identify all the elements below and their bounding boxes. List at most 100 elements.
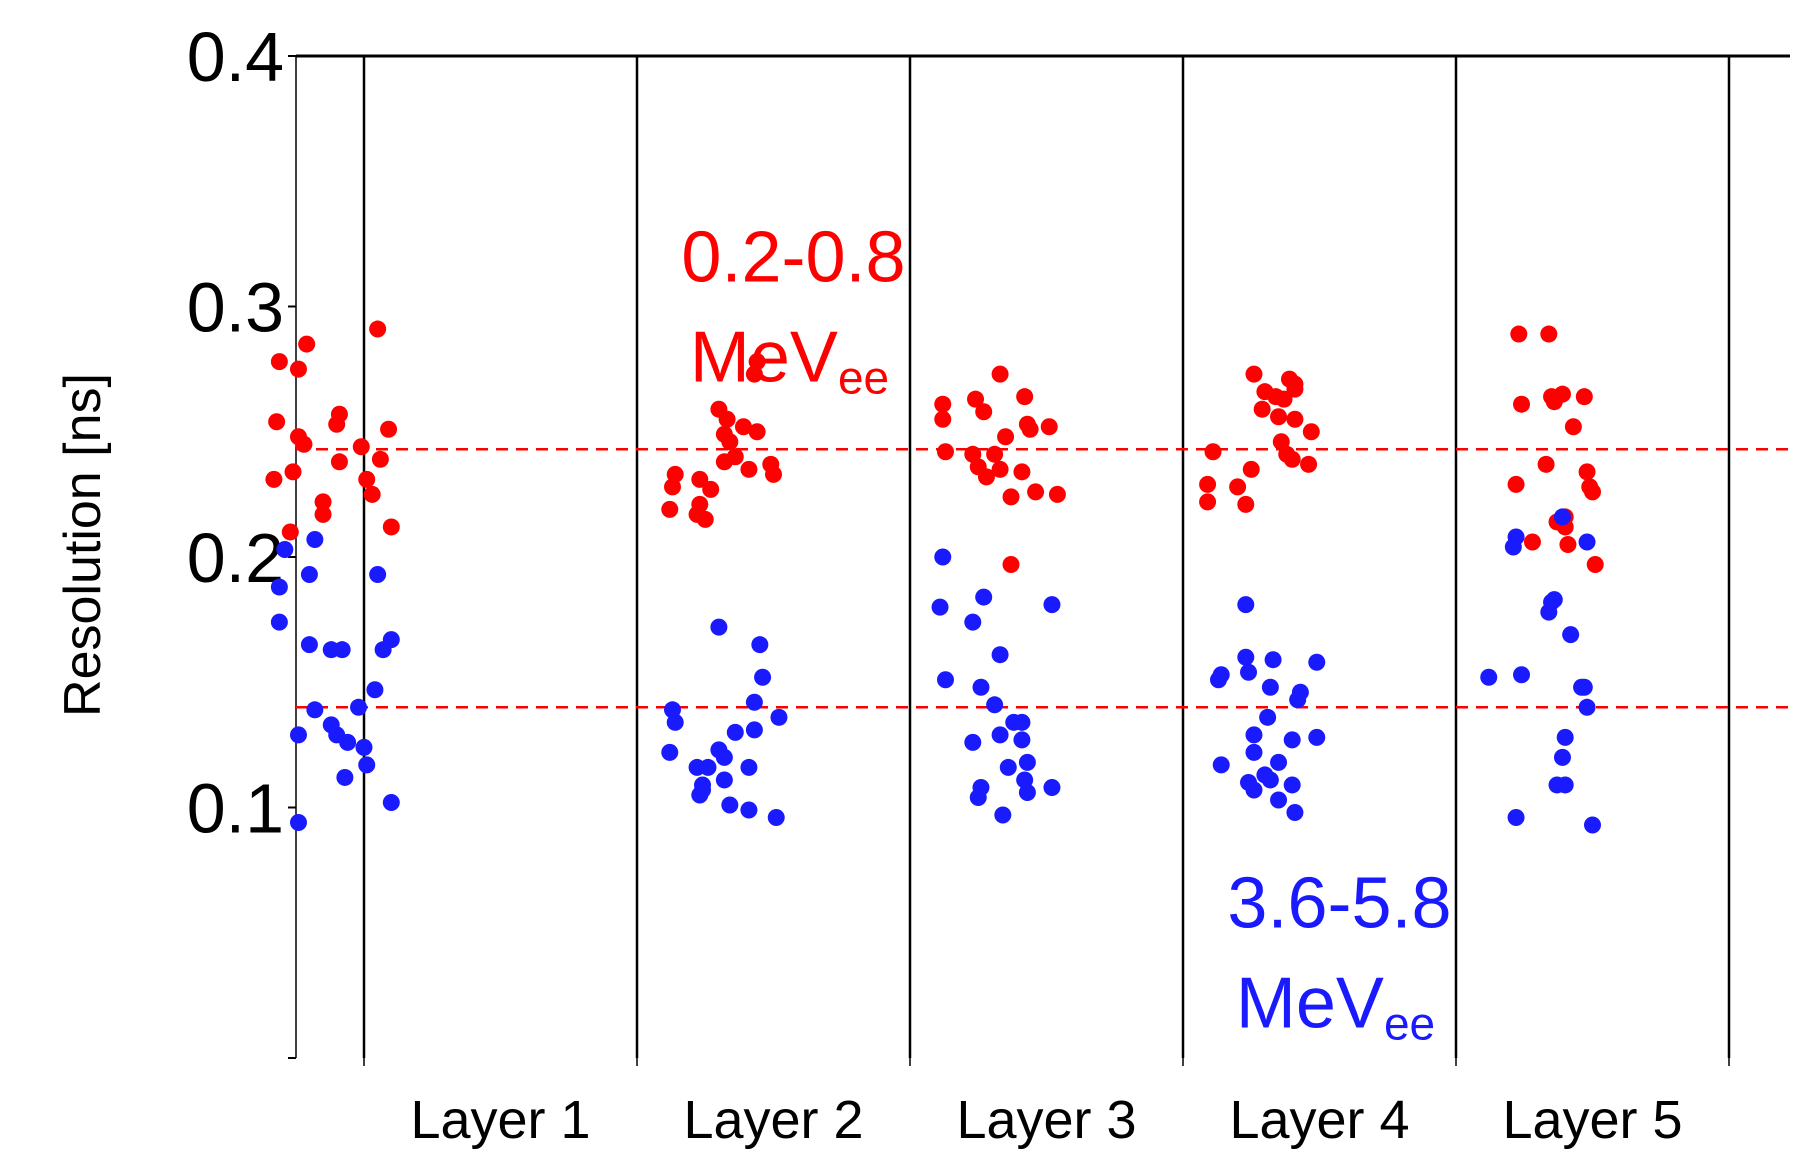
data-point-low-energy: [1578, 463, 1596, 481]
data-point-high-energy: [1270, 791, 1288, 809]
data-point-high-energy: [936, 671, 954, 689]
unit-main: MeV: [1236, 964, 1384, 1044]
data-point-high-energy: [306, 701, 324, 719]
data-point-low-energy: [328, 415, 346, 433]
data-point-low-energy: [1286, 410, 1304, 428]
data-point-high-energy: [1261, 678, 1279, 696]
data-point-high-energy: [964, 613, 982, 631]
data-point-high-energy: [289, 814, 307, 832]
data-point-high-energy: [931, 598, 949, 616]
data-point-high-energy: [1283, 776, 1301, 794]
data-point-high-energy: [710, 618, 728, 636]
data-point-low-energy: [1540, 325, 1558, 343]
y-tick-label: 0.4: [187, 18, 284, 96]
data-point-low-energy: [1283, 450, 1301, 468]
data-point-high-energy: [699, 758, 717, 776]
data-point-high-energy: [382, 793, 400, 811]
data-point-high-energy: [339, 733, 357, 751]
data-point-high-energy: [994, 806, 1012, 824]
data-point-low-energy: [1275, 390, 1293, 408]
data-point-low-energy: [691, 470, 709, 488]
data-point-low-energy: [745, 365, 763, 383]
data-point-low-energy: [1513, 395, 1531, 413]
data-point-low-energy: [1002, 556, 1020, 574]
x-tick-label: Layer 4: [1229, 1090, 1409, 1150]
data-point-low-energy: [991, 365, 1009, 383]
data-point-low-energy: [1545, 393, 1563, 411]
data-point-high-energy: [366, 681, 384, 699]
data-point-high-energy: [715, 771, 733, 789]
data-point-high-energy: [1513, 666, 1531, 684]
high-energy-label-unit: MeVee: [1236, 964, 1435, 1050]
data-point-high-energy: [1018, 783, 1036, 801]
data-point-low-energy: [380, 420, 398, 438]
data-point-high-energy: [964, 733, 982, 751]
data-point-low-energy: [284, 463, 302, 481]
data-point-high-energy: [1480, 668, 1498, 686]
data-point-high-energy: [289, 726, 307, 744]
data-point-low-energy: [934, 410, 952, 428]
data-point-high-energy: [1013, 713, 1031, 731]
data-point-low-energy: [934, 395, 952, 413]
data-point-low-energy: [721, 433, 739, 451]
data-point-low-energy: [265, 470, 283, 488]
data-point-high-energy: [333, 641, 351, 659]
data-point-low-energy: [1040, 418, 1058, 436]
y-tick-label: 0.1: [187, 770, 284, 848]
data-point-low-energy: [936, 443, 954, 461]
data-point-low-energy: [268, 413, 286, 431]
data-point-high-energy: [661, 743, 679, 761]
low-energy-label-unit: MeVee: [690, 317, 889, 403]
x-tick-label: Layer 1: [410, 1090, 590, 1150]
data-point-low-energy: [715, 453, 733, 471]
data-point-high-energy: [355, 738, 373, 756]
y-ticks: 0.1 0.2 0.3 0.4: [187, 18, 296, 1059]
data-point-high-energy: [1240, 663, 1258, 681]
data-point-high-energy: [1289, 691, 1307, 709]
data-point-high-energy: [336, 768, 354, 786]
data-point-high-energy: [358, 756, 376, 774]
data-point-high-energy: [726, 723, 744, 741]
data-point-high-energy: [1245, 726, 1263, 744]
data-point-high-energy: [1043, 596, 1061, 614]
reference-lines: [296, 448, 1790, 709]
unit-subscript: ee: [838, 351, 889, 403]
data-point-low-energy: [1559, 535, 1577, 553]
data-point-high-energy: [1286, 804, 1304, 822]
data-point-low-energy: [702, 480, 720, 498]
low-energy-label-range: 0.2-0.8: [681, 217, 905, 297]
data-point-low-energy: [997, 428, 1015, 446]
data-point-low-energy: [663, 478, 681, 496]
data-point-high-energy: [991, 646, 1009, 664]
data-points: [265, 320, 1604, 834]
data-point-high-energy: [934, 548, 952, 566]
data-point-high-energy: [1212, 756, 1230, 774]
data-point-high-energy: [1504, 538, 1522, 556]
data-point-low-energy: [281, 523, 299, 541]
data-point-high-energy: [770, 708, 788, 726]
data-point-low-energy: [1245, 365, 1263, 383]
x-tick-label: Layer 3: [956, 1090, 1136, 1150]
data-point-low-energy: [1016, 388, 1034, 406]
high-energy-label-range: 3.6-5.8: [1227, 864, 1451, 944]
data-point-high-energy: [300, 566, 318, 584]
data-point-low-energy: [734, 418, 752, 436]
data-point-low-energy: [1229, 478, 1247, 496]
data-point-high-energy: [1575, 678, 1593, 696]
data-point-low-energy: [289, 360, 307, 378]
data-point-low-energy: [1237, 495, 1255, 513]
data-point-high-energy: [1548, 776, 1566, 794]
data-point-low-energy: [1584, 483, 1601, 501]
plot-area: [295, 54, 1790, 1058]
data-point-low-energy: [1204, 443, 1222, 461]
data-point-high-energy: [300, 636, 318, 654]
data-point-high-energy: [986, 696, 1004, 714]
data-point-high-energy: [1264, 651, 1282, 669]
data-point-high-energy: [1308, 728, 1326, 746]
x-ticks: Layer 1 Layer 2 Layer 3 Layer 4 Layer 5: [410, 1090, 1682, 1150]
x-tick-label: Layer 5: [1502, 1090, 1682, 1150]
data-point-high-energy: [721, 796, 739, 814]
data-point-high-energy: [972, 678, 990, 696]
